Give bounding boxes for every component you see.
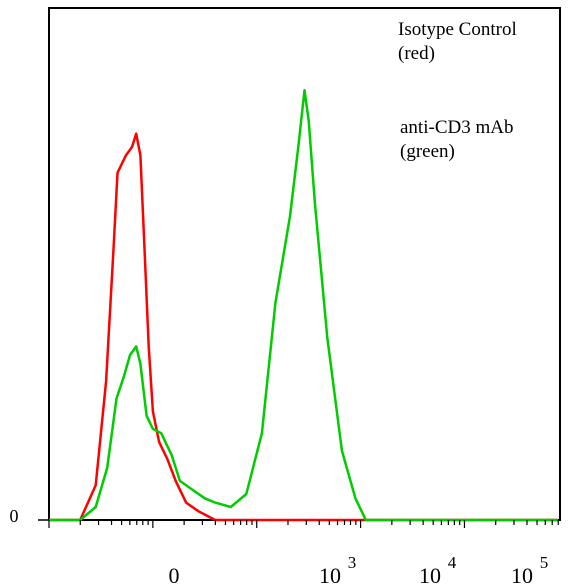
series-line-0 <box>49 132 558 522</box>
legend-anti-cd3: anti-CD3 mAb (green) <box>398 116 516 164</box>
axis-tick-labels: 0 10 3 10 4 10 5 0 <box>10 506 549 587</box>
x-tick-label-0: 0 <box>169 563 180 587</box>
x-axis-ticks <box>38 519 559 528</box>
legend-anti-cd3-label: anti-CD3 mAb <box>400 117 514 138</box>
legend-isotype-label: Isotype Control <box>398 19 517 40</box>
x-tick-label-2: 10 <box>419 563 441 587</box>
legend-isotype-control: Isotype Control (red) <box>396 18 519 66</box>
x-tick-label-exp-2: 4 <box>448 553 457 572</box>
x-tick-label-exp-3: 5 <box>540 553 549 572</box>
series-line-1 <box>49 89 558 522</box>
legend-anti-cd3-color: (green) <box>400 141 455 162</box>
y-tick-label-0: 0 <box>10 506 19 526</box>
legend-isotype-color: (red) <box>398 43 435 64</box>
plot-frame <box>48 7 561 521</box>
plot-border <box>48 7 561 521</box>
series-layer <box>49 89 558 522</box>
x-tick-label-exp-1: 3 <box>348 553 357 572</box>
x-tick-label-1: 10 <box>319 563 341 587</box>
x-tick-label-3: 10 <box>511 563 533 587</box>
